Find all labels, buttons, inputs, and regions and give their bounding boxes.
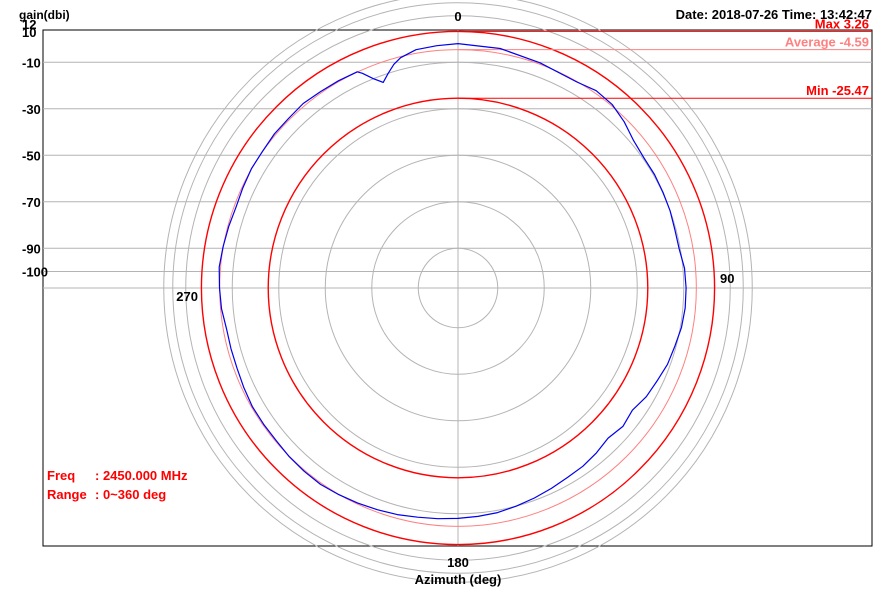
y-tick-label: -100: [22, 265, 48, 280]
y-tick-label: -50: [22, 148, 41, 163]
series-line-gain: [218, 43, 687, 520]
ref-label-min: Min -25.47: [806, 83, 869, 98]
ref-label-average: Average -4.59: [785, 35, 869, 50]
angle-label-90: 90: [720, 271, 734, 286]
freq-label: Freq: [47, 468, 75, 483]
angle-label-180: 180: [447, 555, 469, 570]
y-tick-label: -30: [22, 102, 41, 117]
y-tick-label: -10: [22, 55, 41, 70]
datetime-label: Date: 2018-07-26 Time: 13:42:47: [676, 7, 872, 22]
y-tick-label: -90: [22, 241, 41, 256]
x-axis-label: Azimuth (deg): [415, 572, 502, 587]
angle-label-0: 0: [454, 9, 461, 24]
ref-label-max: Max 3.26: [815, 16, 869, 31]
y-tick-label: 12: [22, 17, 36, 32]
y-tick-label: 10: [22, 25, 36, 40]
angle-label-270: 270: [176, 289, 198, 304]
freq-value: : 2450.000 MHz: [95, 468, 188, 483]
y-tick-label: -70: [22, 195, 41, 210]
range-value: : 0~360 deg: [95, 487, 166, 502]
y-axis-label: gain(dbi): [19, 8, 70, 22]
range-label: Range: [47, 487, 87, 502]
